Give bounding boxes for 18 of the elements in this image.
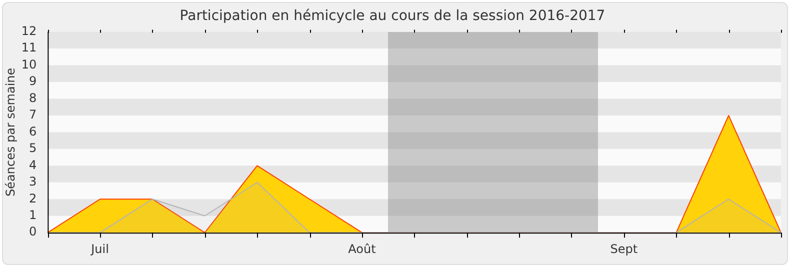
chart-title: Participation en hémicycle au cours de la session 2016-2017 [180,8,606,24]
y-tick-label: 2 [29,191,37,206]
y-tick-label: 8 [29,90,37,105]
x-tick-label: Sept [610,242,638,256]
y-tick-label: 11 [21,40,37,55]
y-tick-label: 6 [29,124,37,138]
y-tick-label: 5 [29,141,37,156]
y-tick-label: 10 [21,57,37,72]
y-tick-label: 9 [29,74,37,88]
y-axis-title: Séances par semaine [3,68,18,197]
x-tick-label: Août [348,242,376,256]
y-tick-label: 4 [29,158,37,172]
x-tick-label: Juil [90,242,109,256]
y-tick-label: 12 [21,24,37,38]
y-tick-label: 7 [29,108,37,122]
y-tick-label: 1 [29,208,37,222]
y-tick-label: 3 [29,174,37,189]
y-tick-label: 0 [29,224,37,239]
